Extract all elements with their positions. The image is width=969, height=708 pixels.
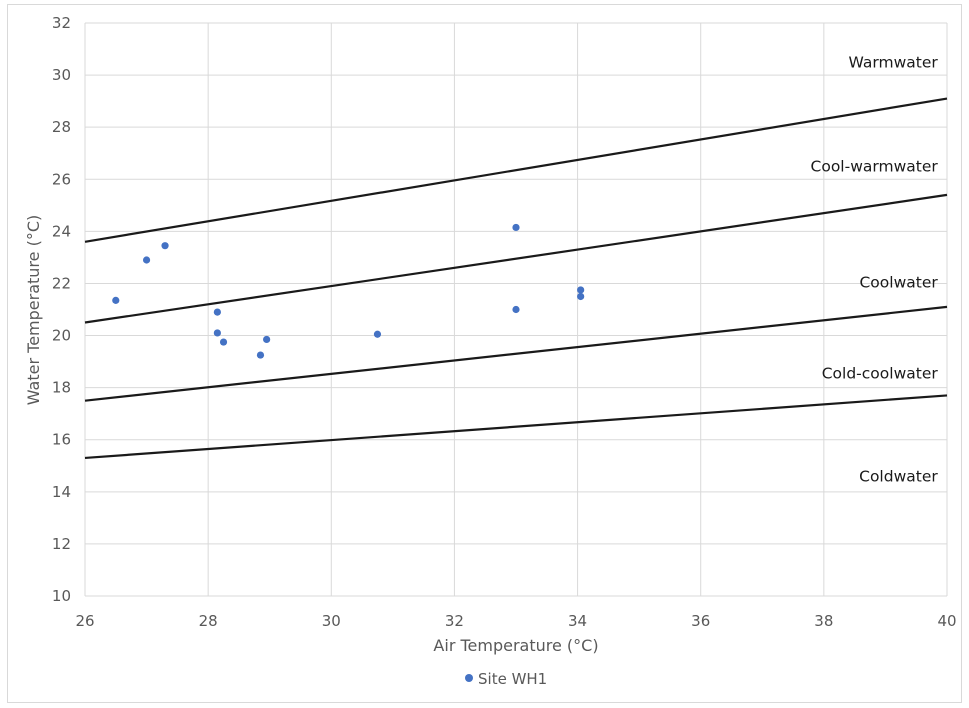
data-point [213,308,221,316]
gridlines [84,22,948,597]
zone-label: Coldwater [859,467,938,485]
data-point [112,296,120,304]
zone-label: Warmwater [849,53,939,71]
x-tick-label: 40 [937,612,956,630]
x-tick-labels: 26 28 30 32 34 36 38 40 [75,612,956,630]
y-tick-label: 26 [52,170,71,188]
data-point [512,305,520,314]
legend-label: Site WH1 [478,670,547,688]
x-tick-label: 26 [75,612,94,630]
x-tick-label: 32 [445,612,464,630]
y-tick-label: 10 [52,587,71,605]
y-tick-label: 30 [52,66,71,84]
y-tick-label: 18 [52,379,71,397]
y-tick-label: 24 [52,222,71,240]
zone-label: Cool-warmwater [811,157,939,175]
y-tick-label: 20 [52,327,71,345]
data-point [161,242,169,250]
zone-boundary-line [84,97,948,243]
x-tick-label: 36 [691,612,710,630]
legend-marker [465,674,473,682]
data-point [219,338,228,346]
zone-boundary-line [84,193,948,324]
data-point [373,330,382,338]
zone-label: Coolwater [859,273,938,291]
y-tick-label: 28 [52,118,71,136]
data-point [512,223,520,232]
x-tick-label: 34 [568,612,587,630]
data-point [263,335,271,344]
x-tick-label: 28 [199,612,218,630]
zone-labels: Warmwater Cool-warmwater Coolwater Cold-coo… [811,53,939,485]
y-tick-labels: 10 12 14 16 18 20 22 24 26 28 30 32 [52,14,71,605]
y-tick-label: 16 [52,431,71,449]
zone-boundary-lines [84,97,948,460]
data-point [142,256,151,264]
y-tick-label: 22 [52,274,71,292]
zone-boundary-line [84,305,948,402]
data-point [213,329,221,337]
x-tick-label: 30 [322,612,341,630]
data-point [577,292,585,301]
y-tick-label: 32 [52,14,71,32]
data-point [577,286,585,294]
y-axis-title: Water Temperature (°C) [24,215,43,405]
data-points [112,223,585,359]
x-axis-title: Air Temperature (°C) [433,636,598,655]
zone-boundary-line [84,394,948,460]
zone-label: Cold-coolwater [822,365,939,383]
y-tick-label: 12 [52,535,71,553]
y-tick-label: 14 [52,483,71,501]
chart-frame [7,4,962,703]
legend: Site WH1 [465,670,547,688]
data-point [256,351,265,359]
x-tick-label: 38 [814,612,833,630]
